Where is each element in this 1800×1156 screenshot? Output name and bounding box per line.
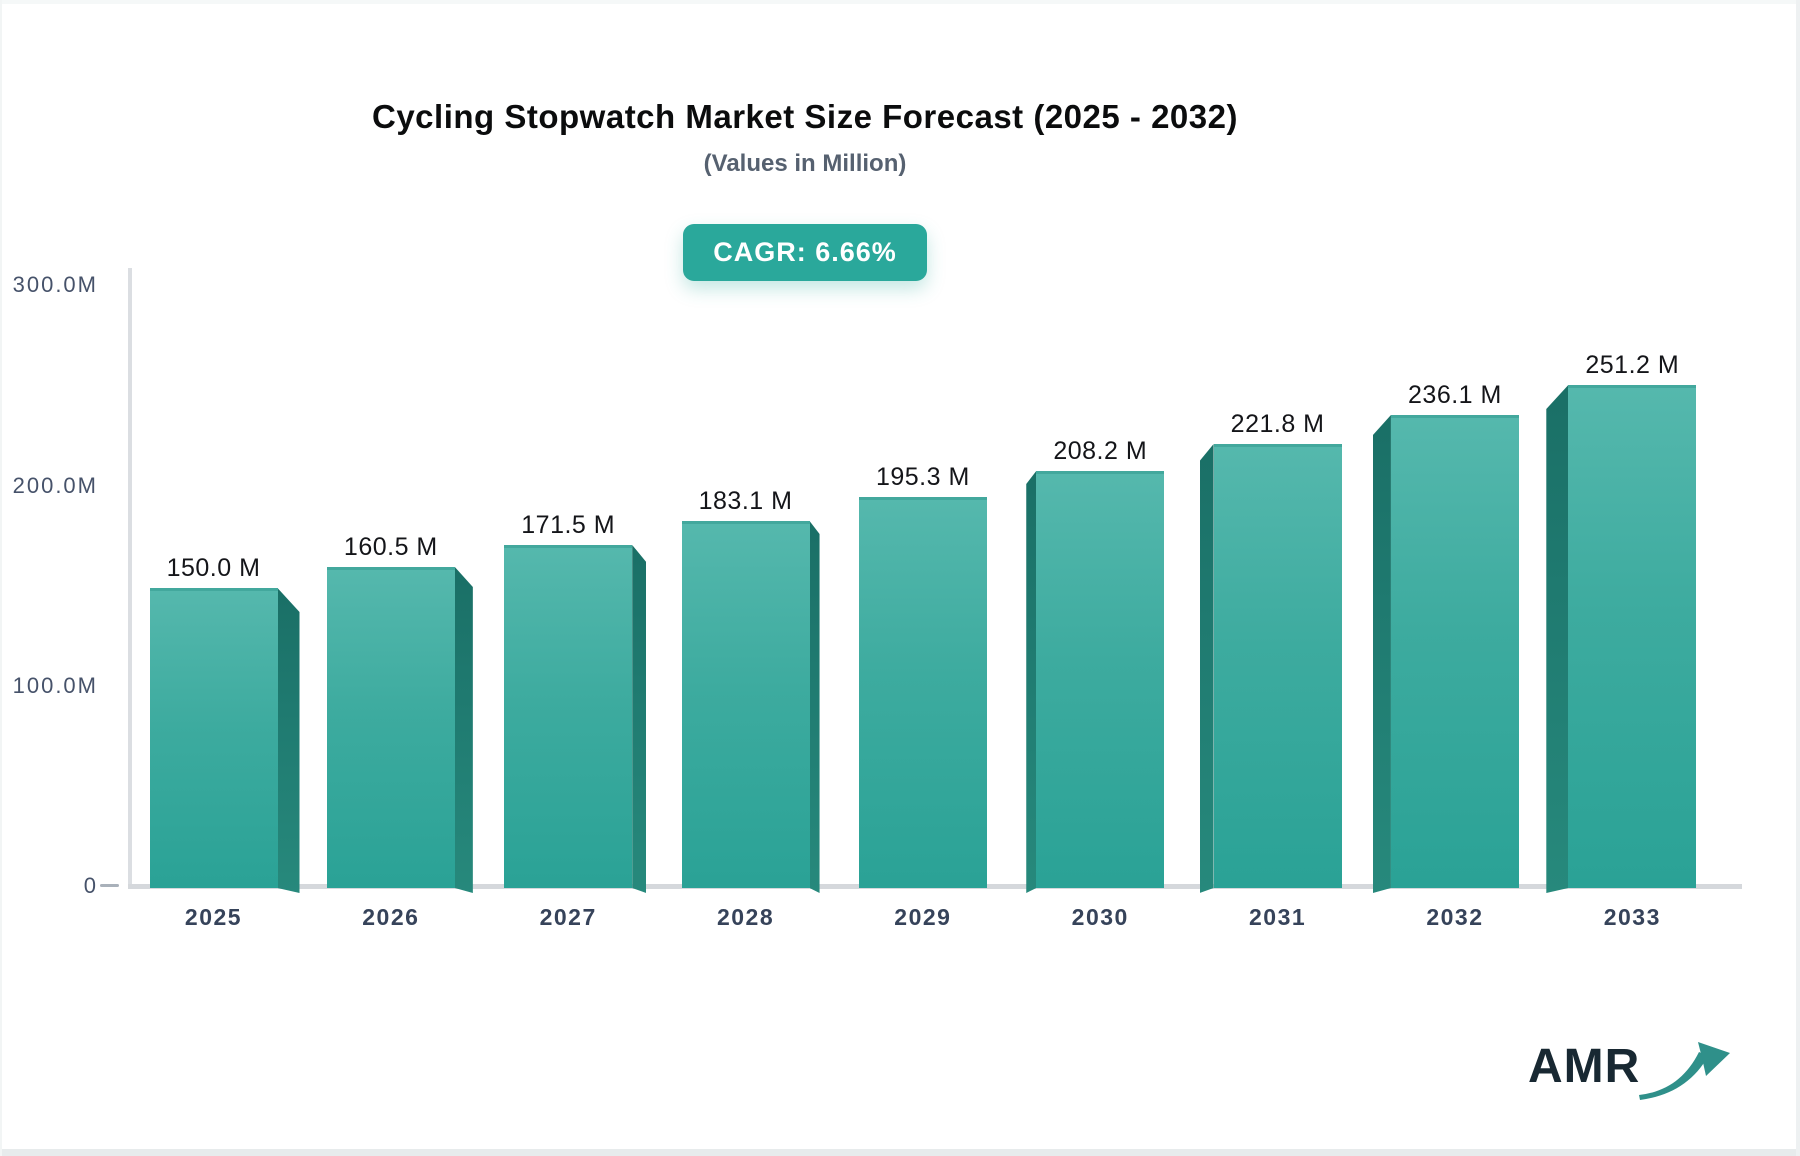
bar-value-label: 236.1 M xyxy=(1408,381,1502,409)
bar-side-face xyxy=(810,521,820,893)
amr-logo-text: AMR xyxy=(1528,1040,1641,1093)
zero-tick-mark xyxy=(100,884,119,887)
x-axis-tick-label: 2027 xyxy=(539,904,597,930)
x-axis-tick-label: 2025 xyxy=(184,904,243,930)
bar xyxy=(858,497,987,888)
amr-logo: AMR xyxy=(1528,1036,1730,1106)
bar-value-label: 183.1 M xyxy=(698,487,793,515)
bar-side-face xyxy=(278,588,300,893)
bar-value-label: 221.8 M xyxy=(1230,410,1325,438)
y-axis-tick-label: 300.0M xyxy=(12,272,98,298)
x-axis-tick-label: 2030 xyxy=(1071,904,1129,930)
bar-value-label: 160.5 M xyxy=(343,533,438,561)
bar-side-face xyxy=(1373,415,1391,893)
bar xyxy=(1390,415,1519,888)
bar-value-label: 251.2 M xyxy=(1585,351,1680,379)
bar-value-label: 195.3 M xyxy=(875,463,970,491)
x-axis-tick-label: 2026 xyxy=(362,904,420,930)
x-axis-tick-label: 2033 xyxy=(1603,904,1661,930)
y-axis-tick-label: 100.0M xyxy=(12,672,98,698)
x-axis-tick-label: 2032 xyxy=(1426,904,1484,930)
bar-value-label: 171.5 M xyxy=(521,511,616,539)
bar-side-face xyxy=(632,545,646,893)
bar xyxy=(1568,385,1697,888)
x-axis-tick-label: 2031 xyxy=(1249,904,1307,930)
y-axis-tick-label: 200.0M xyxy=(12,472,98,498)
bar xyxy=(1036,471,1165,888)
y-axis-tick-label: 0 xyxy=(83,873,98,898)
chart-subtitle: (Values in Million) xyxy=(703,150,907,177)
growth-arrow-icon xyxy=(1639,1042,1730,1100)
page-edge-top xyxy=(0,0,1800,4)
bar xyxy=(326,567,455,888)
chart-title: Cycling Stopwatch Market Size Forecast (… xyxy=(372,98,1238,135)
bar xyxy=(149,588,278,888)
page-edge-left xyxy=(0,0,2,1156)
bar-value-label: 208.2 M xyxy=(1053,437,1148,465)
bar-side-face xyxy=(455,567,473,893)
bar xyxy=(681,521,810,888)
cagr-badge: CAGR: 6.66% xyxy=(683,224,927,281)
bar-side-face xyxy=(1546,385,1568,893)
bar-value-label: 150.0 M xyxy=(166,554,261,582)
page-edge-bottom xyxy=(0,1149,1800,1156)
x-axis-tick-label: 2029 xyxy=(894,904,952,930)
y-axis-line xyxy=(128,268,132,888)
bar xyxy=(504,545,633,888)
page-edge-right xyxy=(1796,0,1800,1156)
cagr-badge-container: CAGR: 6.66% xyxy=(0,224,1610,281)
x-axis-tick-label: 2028 xyxy=(716,904,775,930)
bar-side-face xyxy=(1026,471,1036,893)
bar-side-face xyxy=(1200,444,1214,893)
bar xyxy=(1213,444,1342,888)
